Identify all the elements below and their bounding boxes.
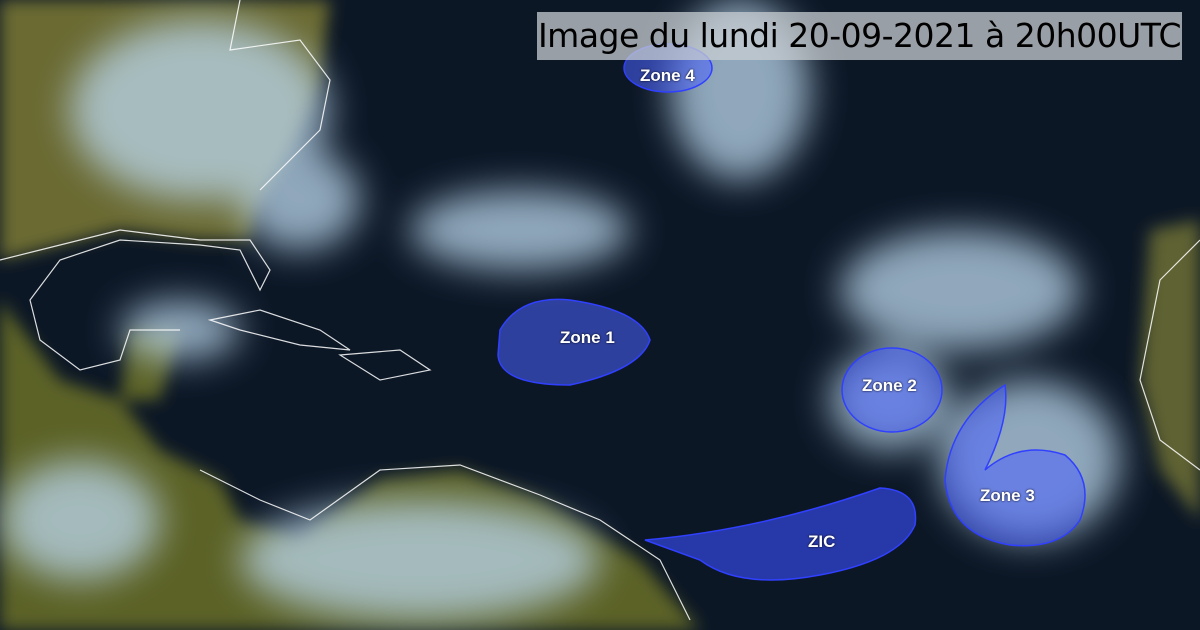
zone-1-area	[497, 298, 651, 386]
zone-3-area	[944, 383, 1086, 547]
zic-label: ZIC	[808, 532, 836, 551]
zone-2-area	[841, 347, 943, 433]
zic-area	[644, 487, 917, 581]
zone-3-label: Zone 3	[980, 486, 1035, 505]
zone-4-label: Zone 4	[640, 66, 695, 85]
image-date-title: Image du lundi 20-09-2021 à 20h00UTC	[537, 12, 1182, 60]
zone-1-label: Zone 1	[560, 328, 615, 347]
zone-2-label: Zone 2	[862, 376, 917, 395]
